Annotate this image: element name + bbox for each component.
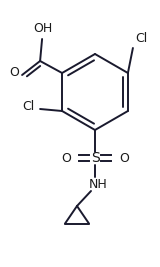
Text: O: O: [9, 65, 19, 78]
Text: S: S: [91, 151, 99, 165]
Text: O: O: [119, 151, 129, 164]
Text: O: O: [61, 151, 71, 164]
Text: Cl: Cl: [22, 100, 34, 113]
Text: NH: NH: [89, 178, 107, 190]
Text: Cl: Cl: [135, 32, 147, 45]
Text: OH: OH: [33, 22, 53, 36]
